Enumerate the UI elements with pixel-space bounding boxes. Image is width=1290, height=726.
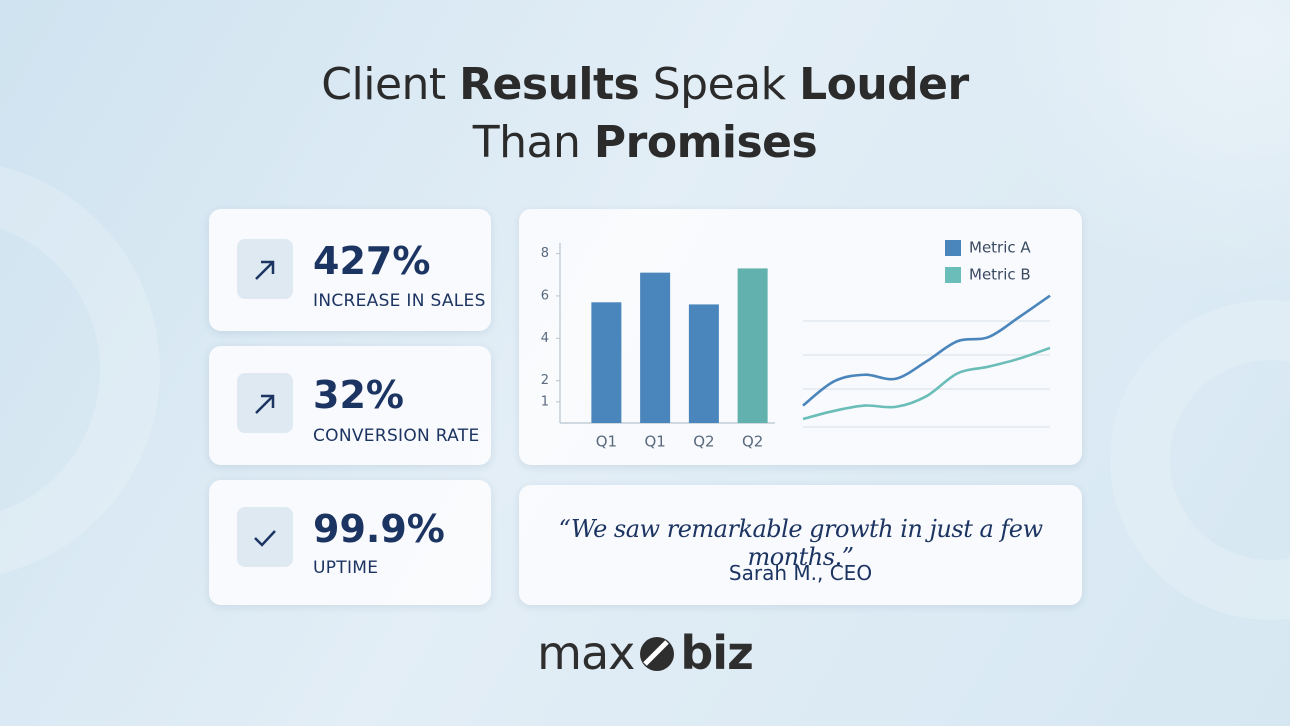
bar (591, 302, 622, 423)
line (802, 346, 1051, 421)
title-line: Client Results Speak Louder (0, 56, 1290, 114)
stat-label: CONVERSION RATE (313, 426, 480, 446)
legend-label: Metric B (969, 266, 1031, 284)
bar (737, 268, 768, 423)
stat-value: 99.9% (313, 507, 445, 551)
y-tick-label: 8 (541, 246, 549, 261)
stat-card: 32% CONVERSION RATE (209, 346, 491, 465)
y-tick-label: 2 (541, 373, 549, 388)
title-word: Speak (652, 59, 786, 110)
x-tick-label: Q2 (693, 433, 714, 451)
stat-label: INCREASE IN SALES (313, 291, 486, 311)
title-word: Client (321, 59, 446, 110)
stat-label: UPTIME (313, 558, 379, 578)
quote-text: “We saw remarkable growth in just a few … (558, 515, 1043, 571)
logo-left: max (537, 626, 635, 680)
logo-icon (640, 637, 675, 671)
quote-author: Sarah M., CEO (728, 561, 873, 585)
x-tick-label: Q1 (644, 433, 665, 451)
title-word: Results (459, 59, 640, 110)
logo: max biz (0, 626, 1290, 680)
bar (640, 272, 671, 423)
decoration (0, 160, 160, 580)
y-tick-label: 4 (541, 331, 549, 346)
icon (237, 507, 293, 567)
stat-value: 32% (313, 373, 404, 417)
stat-card: 99.9% UPTIME (209, 480, 491, 605)
stat-value: 427% (313, 239, 431, 283)
title: Client Results Speak Louder Than Promises (0, 56, 1290, 172)
charts: 1 2 4 6 8 Q1 Q1 Q2 Q2 Metric A Metric B (541, 239, 1051, 451)
legend-label: Metric A (969, 239, 1031, 257)
title-line: Than Promises (0, 114, 1290, 172)
line (802, 294, 1051, 407)
chart-card: 1 2 4 6 8 Q1 Q1 Q2 Q2 Metric A Metric B (519, 209, 1082, 465)
title-word: Than (472, 117, 581, 168)
quote-card: “We saw remarkable growth in just a few … (519, 485, 1082, 605)
icon (237, 239, 293, 299)
icon (237, 373, 293, 433)
y-tick-label: 1 (541, 394, 549, 409)
x-tick-label: Q2 (742, 433, 763, 451)
bar (688, 304, 719, 423)
title-word: Louder (799, 59, 969, 110)
decoration (1110, 300, 1290, 620)
y-tick-label: 6 (541, 288, 549, 303)
x-tick-label: Q1 (596, 433, 617, 451)
legend-swatch (945, 240, 961, 256)
legend-swatch (945, 267, 961, 283)
title-word: Promises (593, 117, 818, 168)
stat-card: 427% INCREASE IN SALES (209, 209, 491, 331)
logo-right: biz (680, 626, 753, 680)
